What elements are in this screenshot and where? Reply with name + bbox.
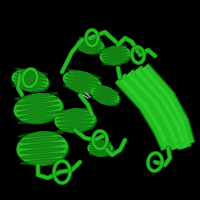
Ellipse shape bbox=[20, 148, 65, 153]
Ellipse shape bbox=[19, 137, 64, 143]
Ellipse shape bbox=[91, 97, 115, 106]
Ellipse shape bbox=[79, 37, 102, 40]
Ellipse shape bbox=[78, 42, 102, 45]
Ellipse shape bbox=[92, 94, 115, 103]
Ellipse shape bbox=[101, 51, 128, 56]
Ellipse shape bbox=[57, 110, 96, 133]
Ellipse shape bbox=[16, 97, 58, 104]
Ellipse shape bbox=[78, 47, 101, 50]
Ellipse shape bbox=[57, 120, 93, 124]
Ellipse shape bbox=[16, 102, 59, 109]
Ellipse shape bbox=[18, 112, 60, 119]
Ellipse shape bbox=[90, 142, 114, 156]
Ellipse shape bbox=[56, 109, 92, 113]
Ellipse shape bbox=[64, 82, 97, 92]
Ellipse shape bbox=[19, 133, 68, 166]
Ellipse shape bbox=[14, 79, 46, 85]
Ellipse shape bbox=[17, 107, 60, 114]
Ellipse shape bbox=[89, 148, 111, 150]
Ellipse shape bbox=[95, 87, 118, 96]
Ellipse shape bbox=[89, 151, 111, 152]
Ellipse shape bbox=[100, 45, 127, 50]
Ellipse shape bbox=[18, 132, 63, 137]
Ellipse shape bbox=[102, 57, 129, 62]
Ellipse shape bbox=[93, 92, 116, 101]
Ellipse shape bbox=[79, 40, 102, 43]
Ellipse shape bbox=[89, 153, 111, 155]
Ellipse shape bbox=[17, 132, 67, 164]
Ellipse shape bbox=[68, 69, 101, 78]
Ellipse shape bbox=[14, 94, 62, 122]
Ellipse shape bbox=[63, 86, 96, 95]
Ellipse shape bbox=[100, 46, 130, 64]
Ellipse shape bbox=[13, 85, 44, 91]
Ellipse shape bbox=[57, 116, 93, 120]
Ellipse shape bbox=[95, 84, 119, 93]
Ellipse shape bbox=[66, 76, 99, 85]
Ellipse shape bbox=[19, 143, 64, 148]
Ellipse shape bbox=[16, 69, 47, 75]
Ellipse shape bbox=[20, 153, 65, 159]
Ellipse shape bbox=[18, 116, 61, 123]
Ellipse shape bbox=[78, 45, 102, 48]
Ellipse shape bbox=[92, 86, 118, 104]
Ellipse shape bbox=[65, 79, 98, 88]
Ellipse shape bbox=[14, 75, 46, 81]
Ellipse shape bbox=[89, 144, 111, 145]
Ellipse shape bbox=[101, 48, 128, 53]
Ellipse shape bbox=[58, 124, 93, 128]
Ellipse shape bbox=[88, 141, 112, 155]
Ellipse shape bbox=[89, 141, 111, 143]
Ellipse shape bbox=[65, 73, 102, 94]
Ellipse shape bbox=[67, 72, 100, 82]
Ellipse shape bbox=[57, 112, 92, 116]
Ellipse shape bbox=[79, 39, 104, 54]
Ellipse shape bbox=[77, 37, 103, 53]
Ellipse shape bbox=[63, 71, 101, 93]
Ellipse shape bbox=[14, 71, 49, 92]
Ellipse shape bbox=[93, 88, 120, 105]
Ellipse shape bbox=[102, 54, 129, 59]
Ellipse shape bbox=[58, 127, 94, 131]
Ellipse shape bbox=[103, 60, 130, 65]
Ellipse shape bbox=[12, 70, 48, 90]
Ellipse shape bbox=[78, 50, 101, 53]
Ellipse shape bbox=[15, 72, 47, 78]
Ellipse shape bbox=[15, 93, 58, 100]
Ellipse shape bbox=[55, 109, 95, 131]
Ellipse shape bbox=[21, 159, 66, 164]
Ellipse shape bbox=[102, 48, 131, 65]
Ellipse shape bbox=[94, 89, 117, 98]
Ellipse shape bbox=[13, 82, 45, 88]
Ellipse shape bbox=[16, 95, 63, 124]
Ellipse shape bbox=[89, 146, 111, 148]
